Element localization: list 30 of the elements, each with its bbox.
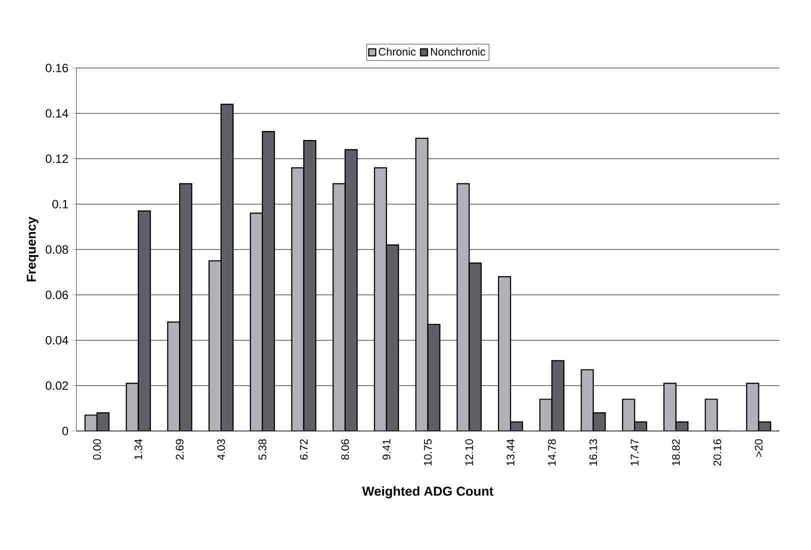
x-tick-label: 6.72 — [300, 439, 308, 460]
x-axis-title: Weighted ADG Count — [362, 486, 494, 498]
x-tick-label: 12.10 — [465, 439, 474, 466]
y-tick-label: 0.12 — [46, 154, 68, 163]
x-tick-label: 2.69 — [176, 439, 184, 460]
x-tick-label: 8.06 — [341, 439, 349, 460]
y-tick-label: 0.02 — [46, 381, 68, 390]
x-tick-label: 13.44 — [506, 439, 514, 466]
x-tick-label: 18.82 — [672, 439, 680, 466]
x-tick-label: >20 — [754, 439, 763, 457]
y-tick-label: 0.04 — [46, 336, 68, 344]
x-tick-label: 17.47 — [630, 439, 638, 466]
x-tick-label: 5.38 — [258, 439, 266, 460]
x-tick-label: 4.03 — [217, 439, 225, 460]
y-axis-title: Frequency — [26, 216, 38, 282]
y-tick-label: 0.14 — [46, 109, 68, 118]
x-tick-label: 9.41 — [382, 439, 390, 460]
y-tick-label: 0.06 — [46, 290, 68, 300]
legend-label: Nonchronic — [430, 48, 486, 56]
x-tick-label: 1.34 — [134, 439, 142, 460]
y-tick-label: 0.1 — [52, 200, 68, 208]
x-tick-label: 14.78 — [548, 439, 556, 466]
y-tick-label: 0 — [62, 426, 68, 436]
x-tick-label: 10.75 — [424, 439, 432, 466]
legend-label: Chronic — [378, 48, 416, 56]
x-tick-label: 0.00 — [93, 439, 101, 460]
y-tick-label: 0.08 — [46, 245, 68, 254]
x-tick-label: 16.13 — [589, 439, 598, 466]
x-tick-label: 20.16 — [713, 439, 722, 466]
y-tick-label: 0.16 — [46, 64, 68, 72]
